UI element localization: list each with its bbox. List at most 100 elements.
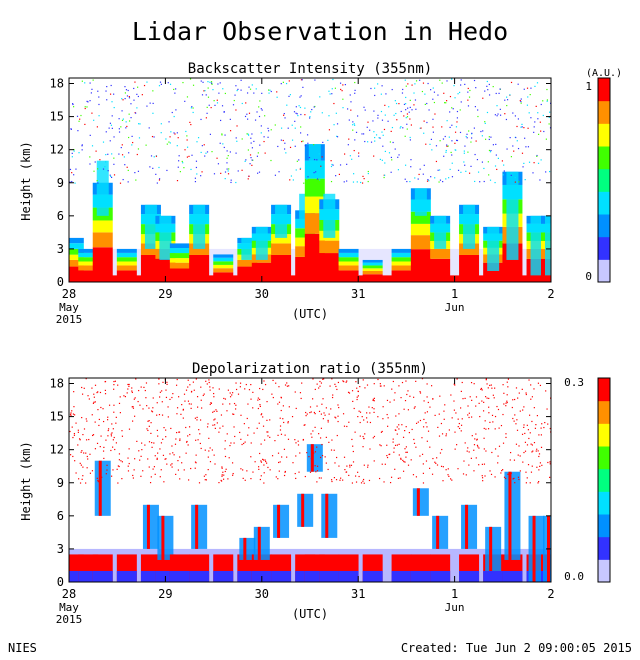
backscatter-speckle bbox=[156, 182, 158, 184]
backscatter-speckle bbox=[385, 93, 387, 95]
backscatter-xtick-label: 30 bbox=[255, 287, 269, 301]
depolarization-speckle bbox=[318, 433, 320, 435]
depolarization-speckle bbox=[316, 470, 319, 472]
depolarization-speckle bbox=[533, 388, 535, 390]
depolarization-speckle bbox=[146, 405, 148, 407]
depolarization-speckle bbox=[138, 450, 140, 452]
depolarization-speckle bbox=[182, 417, 184, 419]
depolarization-speckle bbox=[207, 423, 209, 425]
depolarization-speckle bbox=[239, 382, 242, 384]
backscatter-speckle bbox=[393, 114, 395, 116]
backscatter-speckle bbox=[448, 136, 450, 138]
depolarization-column bbox=[319, 493, 340, 582]
backscatter-ytick-label: 15 bbox=[50, 110, 64, 124]
backscatter-speckle bbox=[152, 167, 154, 169]
depolarization-speckle bbox=[263, 380, 265, 382]
depolarization-speckle bbox=[275, 382, 277, 384]
depolarization-speckle bbox=[469, 396, 471, 398]
depolarization-cloud-edge bbox=[436, 515, 440, 549]
backscatter-speckle bbox=[71, 172, 73, 174]
depolarization-speckle bbox=[510, 472, 512, 474]
depolarization-speckle bbox=[476, 438, 478, 440]
depolarization-speckle bbox=[212, 424, 214, 426]
backscatter-speckle bbox=[295, 169, 297, 171]
depolarization-speckle bbox=[491, 414, 494, 417]
depolarization-speckle bbox=[473, 470, 475, 472]
depolarization-surface-layer bbox=[430, 570, 451, 582]
depolarization-speckle bbox=[98, 418, 100, 421]
backscatter-speckle bbox=[535, 105, 537, 107]
backscatter-speckle bbox=[459, 91, 461, 94]
backscatter-signal-band bbox=[69, 237, 84, 244]
backscatter-speckle bbox=[150, 155, 153, 157]
backscatter-speckle bbox=[77, 130, 79, 132]
depolarization-speckle bbox=[538, 455, 540, 458]
depolarization-speckle bbox=[231, 462, 234, 464]
depolarization-speckle bbox=[386, 399, 389, 402]
depolarization-speckle bbox=[443, 418, 445, 420]
depolarization-speckle bbox=[366, 384, 369, 386]
depolarization-cloud-edge bbox=[277, 504, 281, 538]
depolarization-speckle bbox=[463, 460, 465, 462]
depolarization-speckle bbox=[97, 391, 99, 393]
backscatter-speckle bbox=[405, 103, 407, 105]
depolarization-speckle bbox=[373, 435, 376, 438]
backscatter-speckle bbox=[351, 158, 353, 160]
depolarization-speckle bbox=[483, 463, 486, 465]
depolarization-speckle bbox=[318, 477, 320, 479]
backscatter-speckle bbox=[158, 179, 161, 181]
depolarization-speckle bbox=[94, 448, 97, 450]
depolarization-speckle bbox=[242, 477, 244, 479]
backscatter-panel: Backscatter Intensity (355nm) Height (km… bbox=[19, 61, 622, 326]
depolarization-speckle bbox=[259, 478, 261, 481]
depolarization-speckle bbox=[199, 433, 201, 435]
depolarization-speckle bbox=[131, 387, 133, 389]
backscatter-speckle bbox=[235, 137, 237, 139]
depolarization-speckle bbox=[456, 378, 458, 380]
depolarization-speckle bbox=[245, 383, 247, 386]
depolarization-speckle bbox=[462, 398, 464, 400]
backscatter-speckle bbox=[492, 85, 494, 88]
backscatter-speckle bbox=[227, 170, 229, 172]
depolarization-speckle bbox=[536, 415, 539, 417]
depolarization-surface-layer bbox=[483, 570, 504, 582]
backscatter-speckle bbox=[105, 161, 107, 163]
depolarization-speckle bbox=[177, 460, 179, 462]
depolarization-cloud-layer bbox=[485, 526, 502, 571]
backscatter-speckle bbox=[206, 112, 208, 114]
backscatter-speckle bbox=[517, 83, 519, 85]
backscatter-speckle bbox=[299, 106, 302, 109]
depolarization-speckle bbox=[136, 440, 138, 442]
depolarization-cloud-layer bbox=[321, 493, 338, 538]
depolarization-speckle bbox=[336, 388, 338, 391]
depolarization-speckle bbox=[169, 398, 171, 401]
depolarization-speckle bbox=[419, 392, 422, 394]
depolarization-speckle bbox=[524, 450, 527, 452]
backscatter-speckle bbox=[488, 83, 490, 86]
backscatter-ytick-label: 12 bbox=[50, 143, 64, 157]
depolarization-speckle bbox=[182, 408, 185, 410]
depolarization-speckle bbox=[134, 415, 136, 417]
depolarization-speckle bbox=[260, 443, 262, 445]
backscatter-signal-band bbox=[169, 248, 190, 254]
backscatter-speckle bbox=[484, 138, 487, 140]
depolarization-speckle bbox=[75, 422, 77, 424]
depolarization-column bbox=[271, 504, 292, 582]
depolarization-speckle bbox=[204, 449, 206, 451]
depolarization-speckle bbox=[208, 379, 210, 381]
backscatter-speckle bbox=[124, 92, 126, 94]
backscatter-cloud-layer bbox=[323, 193, 336, 238]
depolarization-speckle bbox=[327, 468, 329, 471]
backscatter-speckle bbox=[460, 101, 462, 103]
depolarization-speckle bbox=[97, 481, 99, 483]
depolarization-speckle bbox=[99, 446, 101, 448]
depolarization-speckle bbox=[522, 409, 524, 411]
depolarization-speckle bbox=[183, 393, 186, 395]
depolarization-speckle bbox=[75, 472, 77, 474]
backscatter-speckle bbox=[361, 133, 363, 135]
backscatter-speckle bbox=[460, 79, 462, 81]
backscatter-speckle bbox=[254, 119, 257, 121]
depolarization-speckle bbox=[357, 471, 359, 473]
backscatter-signal-band bbox=[116, 265, 137, 271]
depolarization-speckle bbox=[137, 400, 139, 403]
